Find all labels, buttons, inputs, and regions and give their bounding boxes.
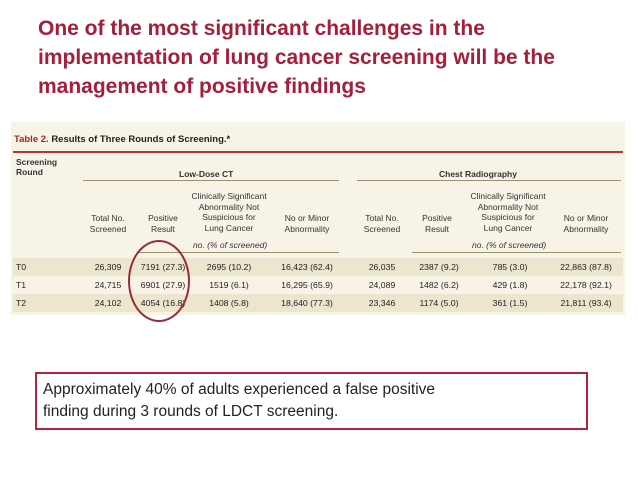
cell-xr-minor: 22,178 (92.1) [560, 280, 612, 290]
title-line-1: One of the most significant challenges i… [38, 17, 485, 40]
hdr-text: Abnormality Not [198, 201, 260, 212]
cell-xr-total: 26,035 [368, 262, 396, 272]
title-line-2: implementation of lung cancer screening … [38, 46, 555, 69]
table-caption-label: Table 2. [14, 134, 49, 145]
cell-xr-total: 23,346 [368, 298, 396, 308]
hdr-text: Suspicious for [202, 212, 256, 222]
hdr-text: Positive [422, 213, 452, 223]
cell-xr-clinical: 785 (3.0) [492, 262, 528, 272]
cell-xr-total: 24,089 [368, 280, 396, 290]
cell-ct-minor: 16,423 (62.4) [281, 262, 333, 272]
cell-xr-clinical: 361 (1.5) [492, 298, 528, 308]
col-header-clinical-xr: Clinically Significant Abnormality Not S… [468, 191, 548, 233]
unit-label-xr: no. (% of screened) [472, 240, 547, 250]
col-header-positive-ct: Positive Result [138, 213, 188, 234]
col-header-minor-ct: No or Minor Abnormality [275, 213, 339, 234]
cell-xr-positive: 2387 (9.2) [419, 262, 459, 272]
hdr-text: Screened [89, 223, 127, 234]
hdr-text: Total No. [91, 213, 125, 223]
callout-box: Approximately 40% of adults experienced … [35, 372, 588, 430]
cell-ct-clinical: 2695 (10.2) [206, 262, 252, 272]
hdr-text: Lung Cancer [204, 222, 254, 233]
screening-round-header: Screening Round [16, 157, 57, 177]
table-row: T2 24,102 4054 (16.8) 1408 (5.8) 18,640 … [13, 294, 623, 312]
caption-rule [13, 151, 623, 153]
hdr-text: Result [424, 223, 450, 234]
highlight-circle [128, 240, 190, 322]
row-round: T1 [16, 280, 27, 290]
cell-ct-total: 24,102 [94, 298, 122, 308]
cell-ct-total: 26,309 [94, 262, 122, 272]
hdr-text: Abnormality [563, 223, 609, 234]
cell-xr-positive: 1482 (6.2) [419, 280, 459, 290]
group-header-xray: Chest Radiography [439, 169, 517, 179]
group-header-ldct: Low-Dose CT [179, 169, 234, 179]
table-row: T1 24,715 6901 (27.9) 1519 (6.1) 16,295 … [13, 276, 623, 294]
hdr-text: Total No. [365, 213, 399, 223]
col-header-total-xr: Total No. Screened [357, 213, 407, 234]
hdr-text: Lung Cancer [483, 222, 533, 233]
col-header-clinical-ct: Clinically Significant Abnormality Not S… [189, 191, 269, 233]
results-table: Table 2. Results of Three Rounds of Scre… [11, 122, 625, 315]
hdr-text: No or Minor [563, 213, 609, 223]
cell-xr-minor: 22,863 (87.8) [560, 262, 612, 272]
hdr-text: Clinically Significant [470, 191, 546, 201]
col-header-minor-xr: No or Minor Abnormality [551, 213, 621, 234]
unit-label-ct: no. (% of screened) [193, 240, 268, 250]
round-header-line-2: Round [16, 167, 43, 177]
hdr-text: Result [150, 223, 176, 234]
table-caption: Table 2. Results of Three Rounds of Scre… [14, 134, 230, 145]
hdr-text: Clinically Significant [191, 191, 267, 201]
callout-line-1: Approximately 40% of adults experienced … [43, 381, 436, 398]
group-rule-xray [357, 180, 621, 181]
hdr-text: Abnormality [284, 223, 330, 234]
group-rule-ldct [83, 180, 339, 181]
cell-xr-clinical: 429 (1.8) [492, 280, 528, 290]
hdr-text: Abnormality Not [477, 201, 539, 212]
cell-xr-minor: 21,811 (93.4) [560, 298, 612, 308]
title-line-3: management of positive findings [38, 75, 366, 98]
col-header-total-ct: Total No. Screened [83, 213, 133, 234]
cell-ct-total: 24,715 [94, 280, 122, 290]
cell-ct-clinical: 1408 (5.8) [209, 298, 249, 308]
unit-rule-xr [412, 252, 621, 253]
row-round: T2 [16, 298, 27, 308]
cell-xr-positive: 1174 (5.0) [419, 298, 459, 308]
unit-rule-ct [138, 252, 339, 253]
hdr-text: No or Minor [284, 213, 330, 223]
round-header-line-1: Screening [16, 157, 58, 167]
cell-ct-minor: 16,295 (65.9) [281, 280, 333, 290]
cell-ct-minor: 18,640 (77.3) [281, 298, 333, 308]
slide-title: One of the most significant challenges i… [38, 14, 618, 101]
hdr-text: Suspicious for [481, 212, 535, 222]
table-row: T0 26,309 7191 (27.3) 2695 (10.2) 16,423… [13, 258, 623, 276]
hdr-text: Positive [148, 213, 178, 223]
table-caption-text: Results of Three Rounds of Screening.* [51, 134, 231, 145]
hdr-text: Screened [363, 223, 401, 234]
col-header-positive-xr: Positive Result [412, 213, 462, 234]
cell-ct-clinical: 1519 (6.1) [209, 280, 249, 290]
callout-line-2: finding during 3 rounds of LDCT screenin… [43, 403, 339, 420]
row-round: T0 [16, 262, 27, 272]
